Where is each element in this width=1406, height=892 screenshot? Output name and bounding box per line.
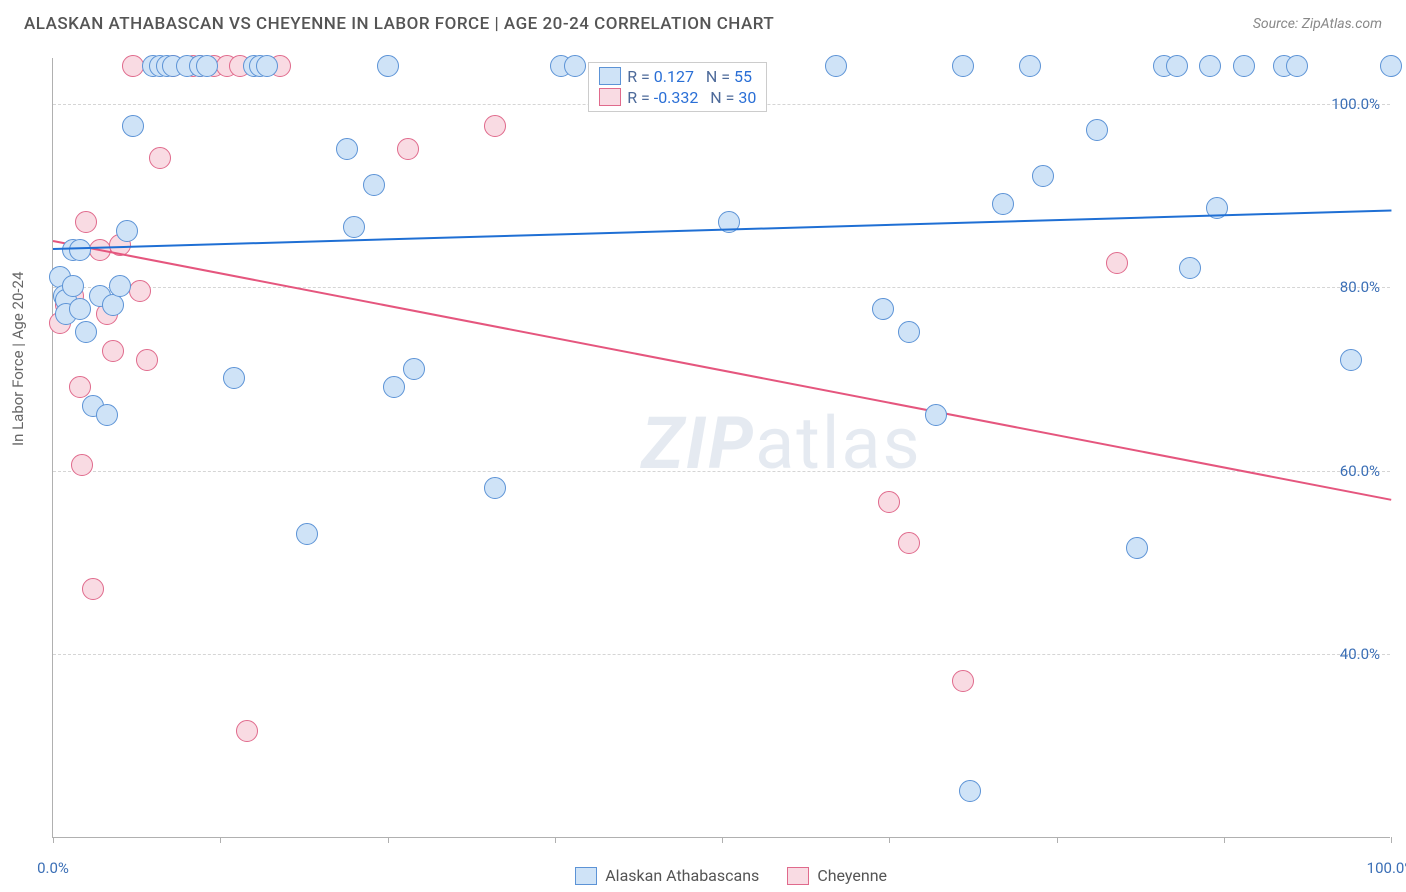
data-point [1233, 55, 1255, 77]
legend-label: Cheyenne [817, 866, 887, 885]
data-point [122, 115, 144, 137]
legend-row: R = -0.332 N = 30 [599, 88, 756, 107]
data-point [377, 55, 399, 77]
data-point [62, 275, 84, 297]
data-point [109, 275, 131, 297]
data-point [343, 216, 365, 238]
data-point [383, 376, 405, 398]
data-point [336, 138, 358, 160]
x-tick-mark [1224, 837, 1225, 843]
watermark-bold: ZIP [641, 401, 755, 486]
gridline-h [53, 471, 1390, 472]
data-point [959, 780, 981, 802]
x-tick-mark [220, 837, 221, 843]
data-point [1126, 537, 1148, 559]
legend-item: Cheyenne [787, 866, 887, 885]
x-tick-label: 100.0% [1367, 859, 1406, 877]
y-tick-label: 40.0% [1340, 645, 1380, 663]
data-point [122, 55, 144, 77]
y-tick-label: 80.0% [1340, 278, 1380, 296]
x-tick-mark [722, 837, 723, 843]
data-point [878, 491, 900, 513]
data-point [397, 138, 419, 160]
x-tick-mark [388, 837, 389, 843]
y-tick-label: 100.0% [1331, 95, 1380, 113]
series-legend: Alaskan Athabascans Cheyenne [575, 866, 887, 885]
data-point [1019, 55, 1041, 77]
data-point [196, 55, 218, 77]
y-tick-label: 60.0% [1340, 462, 1380, 480]
data-point [1380, 55, 1402, 77]
data-point [82, 578, 104, 600]
legend-item: Alaskan Athabascans [575, 866, 759, 885]
y-axis-label: In Labor Force | Age 20-24 [9, 272, 27, 446]
data-point [898, 321, 920, 343]
watermark: ZIPatlas [641, 401, 921, 486]
legend-stats: R = -0.332 N = 30 [627, 88, 756, 107]
data-point [69, 298, 91, 320]
data-point [403, 358, 425, 380]
data-point [1179, 257, 1201, 279]
title-bar: ALASKAN ATHABASCAN VS CHEYENNE IN LABOR … [0, 0, 1406, 44]
x-tick-mark [1057, 837, 1058, 843]
data-point [69, 239, 91, 261]
data-point [484, 477, 506, 499]
data-point [75, 211, 97, 233]
chart-title: ALASKAN ATHABASCAN VS CHEYENNE IN LABOR … [24, 14, 774, 34]
x-tick-mark [1391, 837, 1392, 843]
data-point [564, 55, 586, 77]
data-point [102, 340, 124, 362]
data-point [925, 404, 947, 426]
legend-swatch [599, 67, 621, 85]
data-point [296, 523, 318, 545]
x-tick-mark [555, 837, 556, 843]
data-point [1086, 119, 1108, 141]
data-point [1340, 349, 1362, 371]
legend-swatch [787, 867, 809, 885]
gridline-h [53, 287, 1390, 288]
data-point [898, 532, 920, 554]
legend-swatch [575, 867, 597, 885]
data-point [1166, 55, 1188, 77]
data-point [149, 147, 171, 169]
legend-swatch [599, 88, 621, 106]
data-point [1199, 55, 1221, 77]
legend-row: R = 0.127 N = 55 [599, 67, 756, 86]
data-point [96, 404, 118, 426]
data-point [116, 220, 138, 242]
data-point [952, 670, 974, 692]
gridline-h [53, 654, 1390, 655]
data-point [256, 55, 278, 77]
data-point [1286, 55, 1308, 77]
data-point [872, 298, 894, 320]
data-point [363, 174, 385, 196]
x-tick-label: 0.0% [37, 859, 69, 877]
data-point [952, 55, 974, 77]
source-attribution: Source: ZipAtlas.com [1253, 16, 1382, 32]
scatter-plot: ZIPatlas 40.0%60.0%80.0%100.0%0.0%100.0%… [52, 58, 1390, 838]
data-point [825, 55, 847, 77]
data-point [71, 454, 93, 476]
data-point [992, 193, 1014, 215]
data-point [1032, 165, 1054, 187]
data-point [1106, 252, 1128, 274]
x-tick-mark [53, 837, 54, 843]
data-point [129, 280, 151, 302]
legend-label: Alaskan Athabascans [605, 866, 759, 885]
watermark-light: atlas [755, 401, 922, 486]
correlation-legend: R = 0.127 N = 55 R = -0.332 N = 30 [588, 62, 767, 112]
x-tick-mark [889, 837, 890, 843]
legend-stats: R = 0.127 N = 55 [627, 67, 752, 86]
data-point [75, 321, 97, 343]
data-point [484, 115, 506, 137]
data-point [236, 720, 258, 742]
data-point [223, 367, 245, 389]
data-point [136, 349, 158, 371]
